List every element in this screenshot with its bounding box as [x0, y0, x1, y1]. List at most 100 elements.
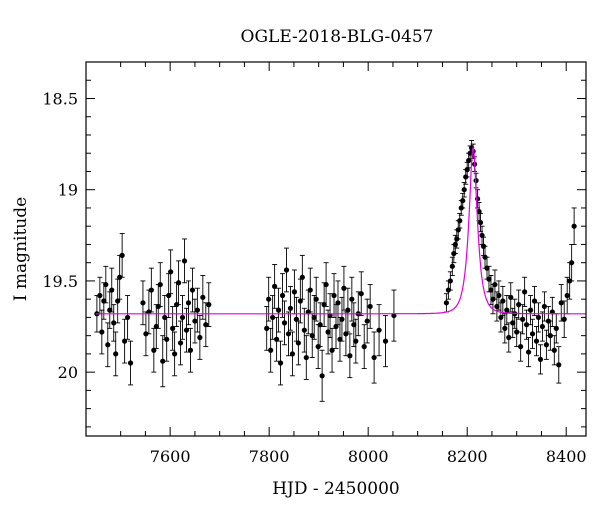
data-point	[455, 227, 461, 233]
data-point	[325, 329, 331, 335]
data-point	[170, 325, 176, 331]
data-point	[382, 338, 389, 344]
data-point	[111, 320, 117, 326]
data-point	[321, 302, 327, 308]
data-point	[272, 283, 278, 289]
data-point	[482, 254, 488, 260]
data-point	[291, 289, 298, 295]
y-tick-labels: 18.5 19 19.5 20	[42, 89, 78, 382]
x-axis-label: HJD - 2450000	[272, 479, 400, 499]
data-point	[445, 287, 451, 293]
data-point	[179, 314, 186, 321]
data-point	[500, 298, 506, 304]
data-point	[124, 314, 131, 321]
data-point	[514, 329, 520, 335]
data-point	[494, 303, 500, 310]
data-point	[160, 358, 166, 364]
data-point	[181, 258, 188, 264]
data-point	[309, 333, 315, 339]
data-point	[545, 318, 551, 324]
data-point	[319, 373, 325, 379]
data-point	[323, 281, 329, 288]
data-point	[187, 347, 194, 353]
data-point	[185, 300, 192, 306]
data-point	[543, 342, 549, 348]
data-point	[200, 294, 206, 300]
data-point	[516, 302, 522, 308]
data-point	[553, 325, 559, 331]
data-point	[268, 347, 274, 353]
data-point	[506, 334, 512, 341]
data-point	[547, 333, 553, 339]
data-point	[127, 360, 134, 366]
data-point	[522, 289, 528, 295]
data-point	[464, 167, 470, 173]
data-point	[345, 307, 351, 313]
data-point	[155, 303, 161, 310]
data-point	[279, 292, 286, 299]
y-tick-label: 18.5	[42, 89, 78, 108]
data-point	[194, 307, 200, 313]
data-point	[558, 300, 564, 306]
data-point	[529, 331, 536, 337]
data-point	[358, 291, 364, 297]
data-point	[287, 305, 294, 311]
data-point	[533, 338, 540, 344]
data-point	[364, 318, 370, 324]
data-point	[299, 274, 305, 280]
data-point	[525, 349, 532, 355]
data-point	[498, 314, 504, 321]
data-point	[539, 323, 546, 330]
data-point	[561, 316, 567, 322]
data-point	[508, 294, 514, 300]
data-point	[490, 296, 496, 302]
data-point	[162, 314, 168, 321]
x-tick-label: 7600	[150, 447, 191, 466]
data-point	[113, 351, 119, 357]
data-point	[303, 354, 309, 361]
data-point	[531, 298, 538, 304]
data-point	[341, 285, 347, 291]
data-point	[349, 296, 355, 302]
data-point	[317, 322, 323, 328]
data-point	[556, 362, 562, 368]
data-point	[117, 274, 123, 280]
x-tick-label: 8200	[447, 447, 488, 466]
data-point	[115, 298, 121, 304]
data-point	[143, 331, 149, 337]
data-point	[173, 302, 180, 308]
data-point	[496, 292, 502, 299]
data-point	[283, 267, 290, 273]
data-point	[270, 314, 276, 321]
data-point	[480, 243, 487, 249]
chart-title: OGLE-2018-BLG-0457	[241, 27, 434, 47]
data-point	[541, 303, 548, 310]
data-point	[569, 260, 575, 266]
data-point	[451, 250, 457, 257]
data-point	[177, 340, 184, 346]
data-point	[343, 331, 349, 337]
data-point	[289, 351, 296, 357]
x-tick-label: 7800	[249, 447, 290, 466]
data-point	[502, 325, 508, 331]
data-point	[460, 198, 466, 204]
data-point	[119, 252, 125, 258]
data-point	[273, 336, 280, 342]
data-point	[175, 280, 182, 286]
data-point	[266, 296, 272, 302]
data-point	[122, 338, 128, 344]
data-point	[564, 292, 570, 299]
data-point	[476, 209, 482, 215]
y-tick-label: 20	[58, 363, 78, 382]
data-points	[94, 145, 577, 379]
data-point	[206, 302, 212, 308]
data-point	[99, 329, 105, 335]
data-point	[281, 320, 288, 326]
data-point	[492, 281, 498, 288]
data-point	[551, 347, 557, 353]
data-point	[103, 281, 109, 288]
data-point	[504, 307, 510, 313]
data-point	[371, 354, 377, 361]
data-point	[275, 307, 282, 313]
